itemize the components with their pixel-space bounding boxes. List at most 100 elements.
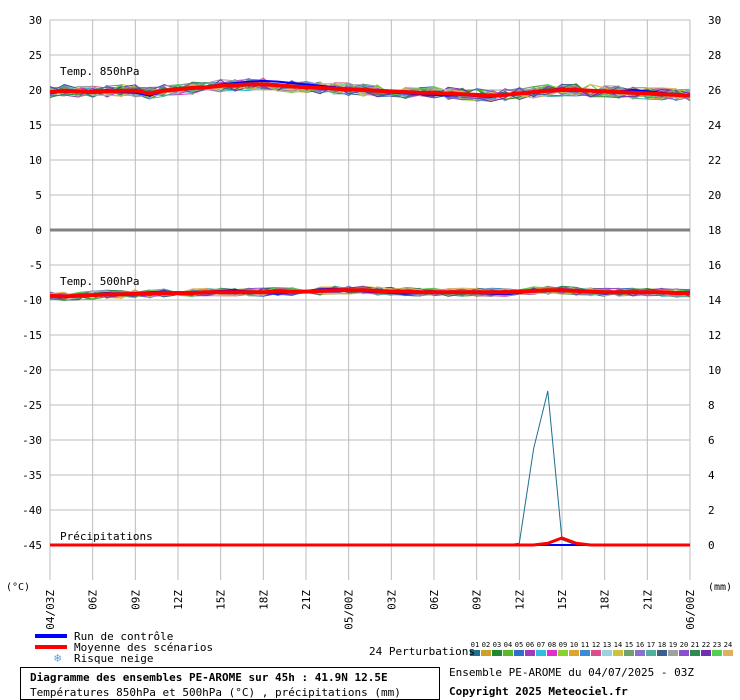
y-left-tick-label: -10 bbox=[22, 294, 42, 307]
mean-line-850 bbox=[49, 82, 691, 98]
x-tick-label: 09Z bbox=[471, 590, 484, 610]
perturbation-legend-number: 12 bbox=[592, 641, 600, 649]
perturbation-legend-number: 19 bbox=[669, 641, 677, 649]
y-right-tick-label: 30 bbox=[708, 14, 721, 27]
perturbation-legend-number: 15 bbox=[625, 641, 633, 649]
perturbation-legend-swatch bbox=[492, 650, 502, 656]
y-left-tick-label: -25 bbox=[22, 399, 42, 412]
y-left-tick-label: -45 bbox=[22, 539, 42, 552]
y-left-tick-label: -15 bbox=[22, 329, 42, 342]
diagram-title: Diagramme des ensembles PE-AROME sur 45h… bbox=[30, 671, 388, 684]
x-tick-label: 06Z bbox=[87, 590, 100, 610]
perturbation-legend-swatch bbox=[635, 650, 645, 656]
perturbation-legend-swatch bbox=[558, 650, 568, 656]
perturbation-legend-swatch bbox=[569, 650, 579, 656]
perturbation-legend-swatch bbox=[547, 650, 557, 656]
control-run-swatch bbox=[35, 634, 67, 638]
perturbation-legend-swatch bbox=[646, 650, 656, 656]
x-tick-label: 06/00Z bbox=[684, 590, 697, 630]
perturbation-legend-number: 09 bbox=[559, 641, 567, 649]
y-right-tick-label: 26 bbox=[708, 84, 721, 97]
ensemble-run-label: Ensemble PE-AROME du 04/07/2025 - 03Z bbox=[449, 666, 695, 679]
perturbation-legend-swatch bbox=[536, 650, 546, 656]
perturbation-legend-swatch bbox=[668, 650, 678, 656]
y-right-tick-label: 16 bbox=[708, 259, 721, 272]
perturbation-legend-number: 18 bbox=[658, 641, 666, 649]
snow-risk-label: Risque neige bbox=[74, 652, 154, 665]
y-right-tick-label: 2 bbox=[708, 504, 715, 517]
perturbation-legend-swatch bbox=[591, 650, 601, 656]
y-left-tick-label: 25 bbox=[29, 49, 42, 62]
perturbation-legend-swatch bbox=[723, 650, 733, 656]
x-tick-label: 04/03Z bbox=[44, 590, 57, 630]
perturbation-legend-number: 07 bbox=[537, 641, 545, 649]
mean-line-500 bbox=[49, 288, 690, 299]
perturbation-legend-swatch bbox=[701, 650, 711, 656]
perturbation-legend: 01 02 03 04 05 06 07 08 09 10 11 12 13 14 15 16 17 18 19 20… bbox=[470, 641, 733, 656]
y-left-tick-label: 10 bbox=[29, 154, 42, 167]
y-left-tick-label: 20 bbox=[29, 84, 42, 97]
panel-label: Temp. 500hPa bbox=[60, 275, 139, 288]
control-run-label: Run de contrôle bbox=[74, 630, 174, 643]
y-left-tick-label: 15 bbox=[29, 119, 42, 132]
y-right-tick-label: 8 bbox=[708, 399, 715, 412]
x-tick-labels: 04/03Z 06Z 09Z 12Z 15Z 18Z 21Z 05/00Z 03Z 06Z 09Z 1… bbox=[44, 590, 697, 630]
x-tick-label: 05/00Z bbox=[343, 590, 356, 630]
perturbations-count: 24 Perturbations bbox=[369, 645, 475, 658]
y-left-tick-label: -20 bbox=[22, 364, 42, 377]
perturbation-legend-number: 10 bbox=[570, 641, 578, 649]
perturbation-legend-number: 24 bbox=[724, 641, 732, 649]
x-tick-label: 18Z bbox=[599, 590, 612, 610]
info-box: Diagramme des ensembles PE-AROME sur 45h… bbox=[20, 667, 440, 700]
perturbation-legend-swatch bbox=[690, 650, 700, 656]
y-right-tick-label: 0 bbox=[708, 539, 715, 552]
x-tick-label: 06Z bbox=[428, 590, 441, 610]
x-tick-label: 21Z bbox=[300, 590, 313, 610]
perturbation-legend-swatch bbox=[602, 650, 612, 656]
perturbation-legend-number: 02 bbox=[482, 641, 490, 649]
perturbation-legend-number: 03 bbox=[493, 641, 501, 649]
snowflake-icon: ❄ bbox=[54, 651, 62, 665]
series-lines bbox=[49, 79, 691, 547]
copyright-label: Copyright 2025 Meteociel.fr bbox=[449, 685, 628, 698]
y-right-tick-label: 20 bbox=[708, 189, 721, 202]
y-right-tick-label: 10 bbox=[708, 364, 721, 377]
perturbation-legend-number: 23 bbox=[713, 641, 721, 649]
y-left-unit-label: (°C) bbox=[6, 582, 30, 593]
perturbation-legend-number: 16 bbox=[636, 641, 644, 649]
y-right-tick-label: 28 bbox=[708, 49, 721, 62]
y-left-tick-label: -5 bbox=[29, 259, 42, 272]
perturbation-legend-number: 22 bbox=[702, 641, 710, 649]
x-tick-label: 03Z bbox=[385, 590, 398, 610]
y-right-tick-label: 24 bbox=[708, 119, 722, 132]
perturbation-legend-swatch bbox=[580, 650, 590, 656]
y-left-tick-label: 30 bbox=[29, 14, 42, 27]
perturbation-legend-swatch bbox=[514, 650, 524, 656]
x-tick-label: 09Z bbox=[129, 590, 142, 610]
y-right-tick-label: 14 bbox=[708, 294, 722, 307]
perturbation-legend-swatch bbox=[657, 650, 667, 656]
mean-label: Moyenne des scénarios bbox=[74, 641, 214, 654]
y-left-tick-label: -30 bbox=[22, 434, 42, 447]
perturbation-legend-number: 11 bbox=[581, 641, 589, 649]
perturbation-legend-number: 20 bbox=[680, 641, 688, 649]
x-tick-label: 15Z bbox=[215, 590, 228, 610]
perturbation-legend-swatch bbox=[679, 650, 689, 656]
mean-swatch bbox=[35, 645, 67, 649]
x-tick-label: 18Z bbox=[257, 590, 270, 610]
x-tick-label: 12Z bbox=[172, 590, 185, 610]
perturbation-legend-number: 21 bbox=[691, 641, 699, 649]
perturbation-legend-number: 06 bbox=[526, 641, 534, 649]
y-left-tick-label: 0 bbox=[35, 224, 42, 237]
perturbation-legend-number: 17 bbox=[647, 641, 655, 649]
chart-grid bbox=[49, 19, 691, 580]
perturbation-line-500 bbox=[49, 285, 691, 300]
perturbation-legend-swatch bbox=[624, 650, 634, 656]
y-right-tick-label: 18 bbox=[708, 224, 721, 237]
perturbation-legend-number: 04 bbox=[504, 641, 512, 649]
perturbation-legend-number: 05 bbox=[515, 641, 523, 649]
diagram-subtitle: Températures 850hPa et 500hPa (°C) , pré… bbox=[30, 686, 401, 699]
perturbation-legend-swatch bbox=[481, 650, 491, 656]
